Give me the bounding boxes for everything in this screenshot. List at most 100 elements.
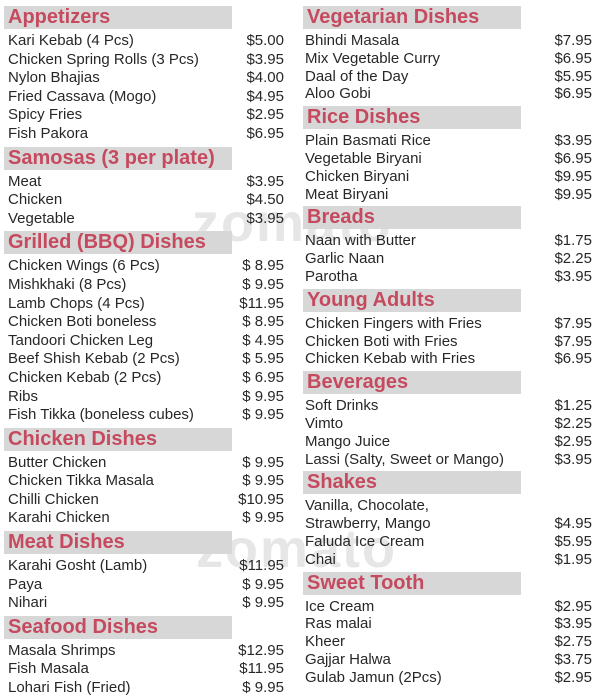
section-header: Shakes: [303, 471, 521, 495]
item-price: $4.95: [554, 515, 592, 533]
menu-item-row: Ras malai $3.95: [305, 615, 592, 633]
item-name: Mishkhaki (8 Pcs): [8, 275, 127, 293]
item-price: $ 9.95: [242, 575, 284, 593]
item-price: $6.95: [246, 124, 284, 142]
menu-item-row: Chicken Kebab (2 Pcs) $ 6.95: [8, 369, 284, 388]
item-name: Vegetable Biryani: [305, 149, 422, 167]
item-price: $ 9.95: [242, 594, 284, 612]
menu-section: Seafood Dishes Masala Shrimps $12.95 Fish M…: [4, 615, 284, 698]
item-name: Kheer: [305, 633, 346, 651]
item-name: Chicken Biryani: [305, 167, 410, 185]
menu-section: Shakes Vanilla, Chocolate, Strawberry, Man…: [303, 471, 592, 568]
menu-item-row: Tandoori Chicken Leg $ 4.95: [8, 332, 284, 351]
menu-item-row: Chicken Spring Rolls (3 Pcs) $3.95: [8, 51, 284, 70]
item-name: Chicken Fingers with Fries: [305, 314, 482, 332]
item-name: Mix Vegetable Curry: [305, 49, 441, 67]
item-name: Ribs: [8, 387, 39, 405]
item-name: Vanilla, Chocolate,: [305, 497, 429, 515]
item-price: $4.95: [246, 87, 284, 105]
menu-item-row: Garlic Naan $2.25: [305, 250, 592, 268]
section-header: Young Adults: [303, 288, 521, 312]
item-price: $4.50: [246, 191, 284, 209]
item-name: Tandoori Chicken Leg: [8, 331, 154, 349]
item-name: Chicken Kebab (2 Pcs): [8, 368, 162, 386]
menu-section: Sweet Tooth Ice Cream $2.95 Ras malai $3.95 K…: [303, 571, 592, 687]
item-name: Lohari Fish (Fried): [8, 679, 131, 697]
menu-item-row: Beef Shish Kebab (2 Pcs) $ 5.95: [8, 350, 284, 369]
menu-item-row: Lassi (Salty, Sweet or Mango) $3.95: [305, 451, 592, 469]
menu-column-left: Appetizers Kari Kebab (4 Pcs) $5.00 Chicken…: [4, 6, 284, 698]
menu-section: Chicken Dishes Butter Chicken $ 9.95 Chicke…: [4, 427, 284, 528]
menu-section: Grilled (BBQ) Dishes Chicken Wings (6 Pcs…: [4, 231, 284, 424]
menu-item-row: Chicken Fingers with Fries $7.95: [305, 315, 592, 333]
section-header: Seafood Dishes: [4, 615, 232, 639]
menu-item-row: Masala Shrimps $12.95: [8, 642, 284, 661]
menu-item-row: Ice Cream $2.95: [305, 598, 592, 616]
item-price: $2.25: [554, 414, 592, 432]
menu-item-row: Nihari $ 9.95: [8, 594, 284, 613]
menu-item-row: Vegetable $3.95: [8, 210, 284, 229]
menu-item-row: Strawberry, Mango $4.95: [305, 515, 592, 533]
section-header: Samosas (3 per plate): [4, 146, 232, 170]
menu-column-right: Vegetarian Dishes Bhindi Masala $7.95 Mix V…: [303, 6, 592, 698]
menu-item-row: Butter Chicken $ 9.95: [8, 454, 284, 473]
menu-item-row: Chicken Kebab with Fries $6.95: [305, 350, 592, 368]
item-price: $ 9.95: [242, 472, 284, 490]
item-price: $3.95: [554, 267, 592, 285]
item-name: Vegetable: [8, 209, 75, 227]
item-price: $9.95: [554, 167, 592, 185]
menu-item-row: Ribs $ 9.95: [8, 388, 284, 407]
item-name: Lassi (Salty, Sweet or Mango): [305, 450, 504, 468]
item-price: $ 9.95: [242, 406, 284, 424]
section-header: Grilled (BBQ) Dishes: [4, 231, 232, 255]
menu-item-row: Kari Kebab (4 Pcs) $5.00: [8, 32, 284, 51]
menu-item-row: Fried Cassava (Mogo) $4.95: [8, 88, 284, 107]
menu-item-row: Meat Biryani $9.95: [305, 186, 592, 204]
section-header: Rice Dishes: [303, 106, 521, 130]
item-price: $ 9.95: [242, 453, 284, 471]
item-name: Daal of the Day: [305, 67, 409, 85]
item-price: $4.00: [246, 69, 284, 87]
section-header: Chicken Dishes: [4, 427, 232, 451]
item-price: $1.95: [554, 550, 592, 568]
item-name: Spicy Fries: [8, 106, 83, 124]
item-name: Mango Juice: [305, 432, 391, 450]
menu-section: Beverages Soft Drinks $1.25 Vimto $2.25 Mango…: [303, 371, 592, 469]
menu-item-row: Gulab Jamun (2Pcs) $2.95: [305, 669, 592, 687]
item-price: $ 6.95: [242, 368, 284, 386]
menu-item-row: Plain Basmati Rice $3.95: [305, 132, 592, 150]
menu-item-row: Chicken $4.50: [8, 191, 284, 210]
item-name: Bhindi Masala: [305, 32, 400, 49]
section-header: Beverages: [303, 371, 521, 395]
item-name: Fried Cassava (Mogo): [8, 87, 157, 105]
item-name: Chai: [305, 550, 336, 568]
item-name: Butter Chicken: [8, 453, 107, 471]
item-price: $1.75: [554, 232, 592, 250]
item-name: Meat Biryani: [305, 185, 389, 203]
item-price: $11.95: [239, 557, 284, 575]
item-name: Soft Drinks: [305, 397, 379, 415]
menu-item-row: Chilli Chicken $10.95: [8, 491, 284, 510]
item-name: Chicken Spring Rolls (3 Pcs): [8, 50, 199, 68]
menu-section: Young Adults Chicken Fingers with Fries $7…: [303, 288, 592, 368]
item-price: $7.95: [554, 314, 592, 332]
menu-item-row: Chicken Wings (6 Pcs) $ 8.95: [8, 257, 284, 276]
item-name: Meat: [8, 172, 42, 190]
item-price: $5.95: [554, 532, 592, 550]
item-price: $12.95: [238, 641, 284, 659]
menu-item-row: Gajjar Halwa $3.75: [305, 651, 592, 669]
item-name: Chicken Boti boneless: [8, 313, 157, 331]
item-name: Chicken Wings (6 Pcs): [8, 257, 160, 275]
item-price: $2.95: [554, 668, 592, 686]
item-name: Nihari: [8, 594, 48, 612]
section-header: Breads: [303, 206, 521, 230]
item-price: $11.95: [239, 294, 284, 312]
menu-item-row: Kheer $2.75: [305, 633, 592, 651]
menu-section: Rice Dishes Plain Basmati Rice $3.95 Vegeta…: [303, 106, 592, 204]
menu-section: Breads Naan with Butter $1.75 Garlic Naan $2…: [303, 206, 592, 285]
item-price: $ 8.95: [242, 257, 284, 275]
item-price: $ 9.95: [242, 387, 284, 405]
item-price: $2.95: [246, 106, 284, 124]
item-name: Fish Masala: [8, 660, 89, 678]
item-price: $3.95: [554, 450, 592, 468]
